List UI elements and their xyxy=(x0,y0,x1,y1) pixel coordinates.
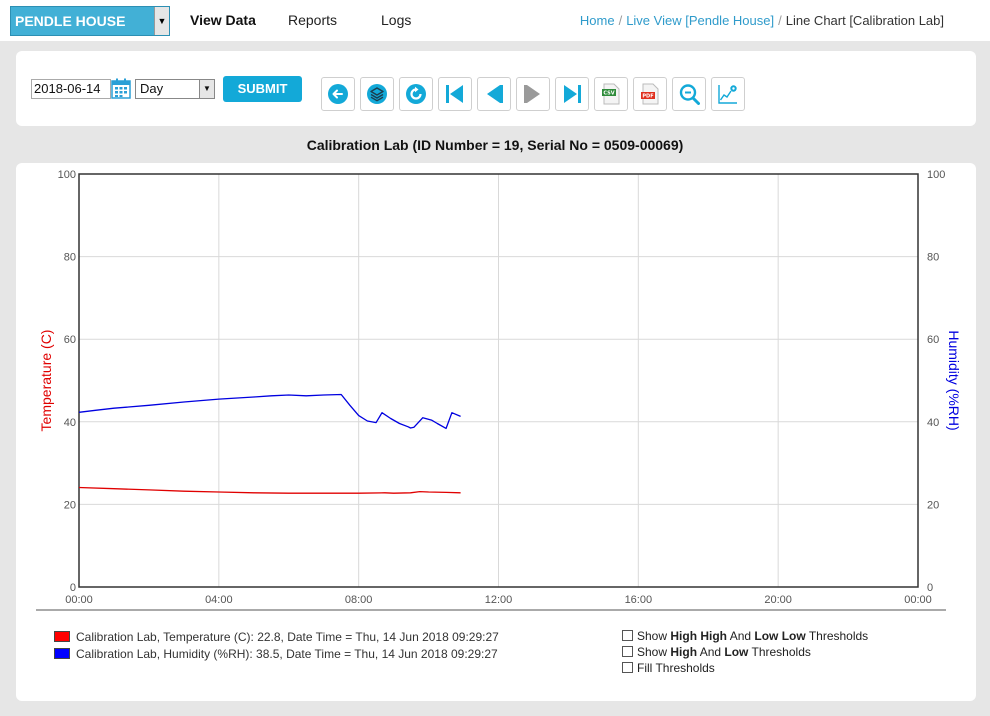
first-button[interactable] xyxy=(438,77,472,111)
csv-label: CSV xyxy=(603,91,614,97)
threshold-option-text: Show xyxy=(637,629,671,643)
y-tick-label-left: 60 xyxy=(64,334,76,346)
line-chart[interactable]: 0 0 20 20 40 40 60 60 80 80 100 100 00:00 04:00 08:00 1… xyxy=(16,163,976,613)
y-tick-label-left: 80 xyxy=(64,252,76,264)
threshold-option-text: Thresholds xyxy=(805,629,869,643)
x-tick-label: 16:00 xyxy=(625,594,653,606)
series-line-humidity[interactable] xyxy=(78,393,461,430)
x-tick-label: 12:00 xyxy=(485,594,513,606)
checkbox[interactable] xyxy=(622,630,633,641)
x-tick-label: 04:00 xyxy=(205,594,233,606)
x-tick-label: 20:00 xyxy=(764,594,792,606)
legend-label: Calibration Lab, Humidity (%RH): 38.5, D… xyxy=(76,647,498,661)
legend-label: Calibration Lab, Temperature (C): 22.8, … xyxy=(76,630,499,644)
pdf-export-button[interactable]: PDF xyxy=(633,77,667,111)
series-line-temperature[interactable] xyxy=(78,486,461,494)
threshold-option-text: Thresholds xyxy=(748,645,811,659)
y-tick-label-right: 0 xyxy=(927,582,933,594)
nav-logs[interactable]: Logs xyxy=(381,12,412,28)
threshold-option-label: Fill Thresholds xyxy=(637,661,715,675)
breadcrumb-current: Line Chart [Calibration Lab] xyxy=(785,13,944,28)
breadcrumb-separator: / xyxy=(618,13,623,28)
breadcrumb-live-view[interactable]: Live View [Pendle House] xyxy=(626,13,775,28)
refresh-button[interactable] xyxy=(399,77,433,111)
back-button[interactable] xyxy=(321,77,355,111)
y-axis-label-left: Temperature (C) xyxy=(38,330,54,432)
y-tick-label-right: 40 xyxy=(927,417,939,429)
zoom-icon xyxy=(679,84,700,105)
threshold-option-text: And xyxy=(697,645,725,659)
show-high-low-thresholds[interactable]: Show High And Low Thresholds xyxy=(622,645,811,659)
threshold-option-label: Show High And Low Thresholds xyxy=(637,645,811,659)
date-input[interactable]: 2018-06-14 xyxy=(31,79,111,99)
csv-export-icon: CSV xyxy=(602,83,620,105)
next-icon xyxy=(524,85,540,103)
y-tick-label-left: 0 xyxy=(70,582,76,594)
threshold-option-emphasis: High xyxy=(670,645,698,659)
checkbox[interactable] xyxy=(622,662,633,673)
x-tick-label: 08:00 xyxy=(345,594,373,606)
site-select[interactable]: PENDLE HOUSE ▼ xyxy=(10,6,170,36)
previous-button[interactable] xyxy=(477,77,511,111)
y-tick-label-right: 100 xyxy=(927,169,945,181)
threshold-option-emphasis: Low xyxy=(724,645,749,659)
breadcrumb: Home / Live View [Pendle House] / Line Chart… xyxy=(580,13,944,28)
threshold-option-text: Fill Thresholds xyxy=(637,661,715,675)
csv-export-button[interactable]: CSV xyxy=(594,77,628,111)
submit-button[interactable]: SUBMIT xyxy=(223,76,302,102)
threshold-option-text: Show xyxy=(637,645,671,659)
top-navigation-bar: PENDLE HOUSE ▼ View Data Reports Logs Ho… xyxy=(0,0,990,41)
y-tick-label-left: 20 xyxy=(64,499,76,511)
last-button[interactable] xyxy=(555,77,589,111)
chevron-down-icon[interactable]: ▼ xyxy=(154,7,169,35)
chart-settings-icon xyxy=(718,85,737,104)
refresh-icon xyxy=(406,84,426,104)
nav-reports[interactable]: Reports xyxy=(288,12,338,28)
y-tick-label-left: 100 xyxy=(58,169,76,181)
legend-swatch-temperature xyxy=(54,631,70,642)
period-select-value: Day xyxy=(140,81,164,96)
x-tick-label: 00:00 xyxy=(904,594,932,606)
last-icon xyxy=(564,85,581,103)
plot-border xyxy=(78,173,919,588)
checkbox[interactable] xyxy=(622,646,633,657)
toolbar-panel: 2018-06-14 Day ▼ SUBMIT xyxy=(16,51,976,126)
nav-view-data[interactable]: View Data xyxy=(190,12,256,28)
legend-item-temperature[interactable]: Calibration Lab, Temperature (C): 22.8, … xyxy=(54,630,499,644)
chevron-down-icon[interactable]: ▼ xyxy=(199,80,214,98)
calendar-icon[interactable] xyxy=(111,78,131,99)
pdf-export-icon: PDF xyxy=(641,83,659,105)
y-tick-label-right: 60 xyxy=(927,334,939,346)
period-select[interactable]: Day ▼ xyxy=(135,79,215,99)
show-high-high-low-low-thresholds[interactable]: Show High High And Low Low Thresholds xyxy=(622,629,868,643)
x-tick-label: 00:00 xyxy=(65,594,93,606)
legend-swatch-humidity xyxy=(54,648,70,659)
threshold-option-emphasis: Low Low xyxy=(754,629,806,643)
chart-panel: 0 0 20 20 40 40 60 60 80 80 100 100 00:00 04:00 08:00 1… xyxy=(16,163,976,701)
breadcrumb-home[interactable]: Home xyxy=(579,13,615,28)
threshold-option-label: Show High High And Low Low Thresholds xyxy=(637,629,868,643)
next-button[interactable] xyxy=(516,77,550,111)
layers-icon xyxy=(367,84,387,104)
zoom-button[interactable] xyxy=(672,77,706,111)
fill-thresholds[interactable]: Fill Thresholds xyxy=(622,661,715,675)
chart-title: Calibration Lab (ID Number = 19, Serial … xyxy=(306,137,684,153)
previous-icon xyxy=(487,85,503,103)
threshold-option-emphasis: High High xyxy=(670,629,728,643)
y-tick-label-right: 80 xyxy=(927,252,939,264)
back-icon xyxy=(328,84,348,104)
breadcrumb-separator: / xyxy=(778,13,782,28)
chart-settings-button[interactable] xyxy=(711,77,745,111)
layers-button[interactable] xyxy=(360,77,394,111)
y-axis-label-right: Humidity (%RH) xyxy=(946,330,962,430)
threshold-option-text: And xyxy=(727,629,755,643)
site-select-value: PENDLE HOUSE xyxy=(15,13,126,29)
y-tick-label-left: 40 xyxy=(64,417,76,429)
pdf-label: PDF xyxy=(642,94,653,100)
y-tick-label-right: 20 xyxy=(927,499,939,511)
legend-item-humidity[interactable]: Calibration Lab, Humidity (%RH): 38.5, D… xyxy=(54,647,498,661)
first-icon xyxy=(446,85,463,103)
